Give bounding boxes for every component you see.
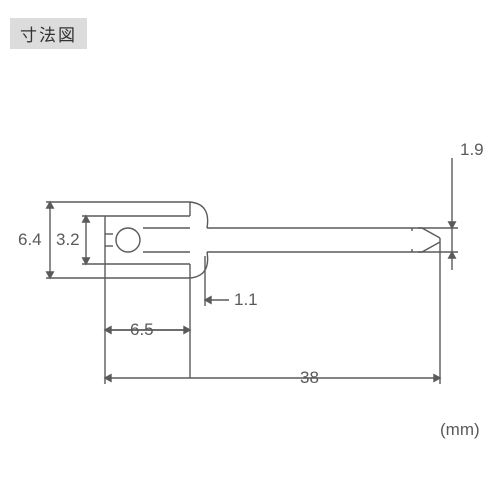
dimension-drawing [0,0,500,500]
